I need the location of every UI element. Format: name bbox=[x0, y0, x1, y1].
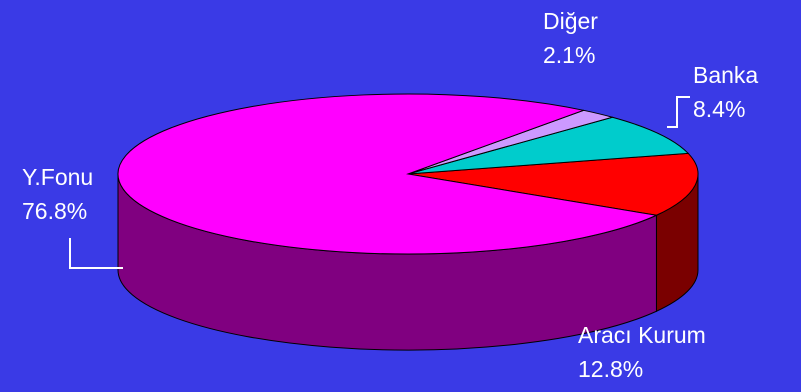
label-banka-name: Banka bbox=[693, 62, 759, 88]
slice-banka bbox=[407, 116, 690, 175]
label-diger: Diğer 2.1% bbox=[543, 4, 598, 72]
slice-y-fonu bbox=[117, 93, 659, 255]
label-diger-name: Diğer bbox=[543, 8, 598, 34]
label-banka-value: 8.4% bbox=[693, 96, 746, 122]
label-banka: Banka 8.4% bbox=[693, 58, 758, 126]
label-yfonu: Y.Fonu 76.8% bbox=[22, 160, 93, 228]
label-araci-kurum-name: Aracı Kurum bbox=[578, 322, 706, 348]
label-araci-kurum: Aracı Kurum 12.8% bbox=[578, 318, 706, 386]
label-yfonu-value: 76.8% bbox=[22, 198, 88, 224]
label-araci-kurum-value: 12.8% bbox=[578, 356, 644, 382]
leader-line-banka bbox=[667, 96, 690, 128]
leader-line-yfonu bbox=[69, 238, 123, 269]
label-diger-value: 2.1% bbox=[543, 42, 596, 68]
label-yfonu-name: Y.Fonu bbox=[22, 164, 94, 190]
